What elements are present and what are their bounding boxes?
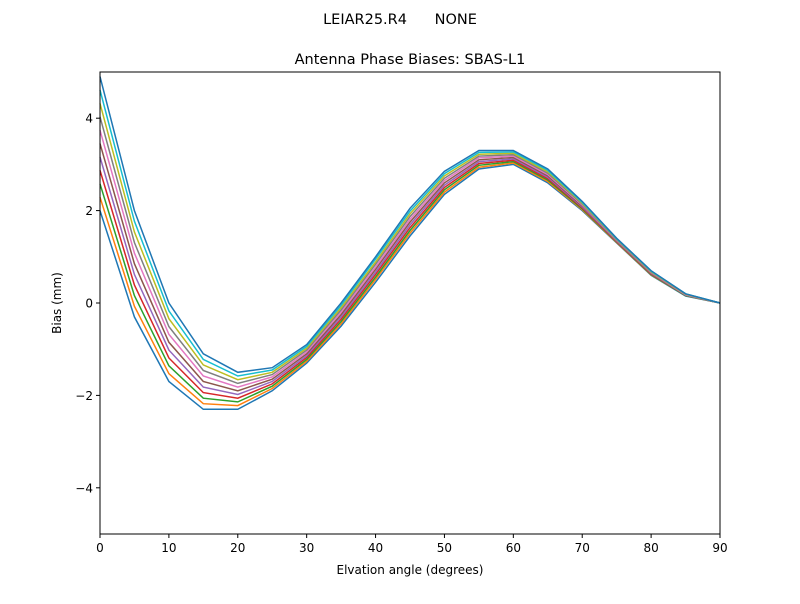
x-tick-label: 0 <box>96 541 104 555</box>
x-tick-label: 80 <box>643 541 658 555</box>
x-tick-label: 90 <box>712 541 727 555</box>
series-line-1 <box>99 163 721 411</box>
y-tick-label: 0 <box>85 297 93 311</box>
x-axis-ticks: 0 10 20 30 40 50 60 70 80 90 <box>96 534 728 555</box>
series-line-6 <box>99 143 721 392</box>
y-tick-label: 2 <box>85 204 93 218</box>
x-tick-label: 60 <box>506 541 521 555</box>
chart-title: Antenna Phase Biases: SBAS-L1 <box>295 52 526 68</box>
chart-suptitle: LEIAR25.R4 NONE <box>323 12 477 28</box>
x-tick-label: 10 <box>161 541 176 555</box>
series-line-5 <box>99 156 721 396</box>
series-line-11 <box>99 76 721 374</box>
x-axis-label: Elvation angle (degrees) <box>337 563 484 577</box>
series-line-3 <box>99 160 721 403</box>
y-tick-label: −2 <box>75 389 93 403</box>
x-tick-label: 50 <box>437 541 452 555</box>
x-tick-label: 40 <box>368 541 383 555</box>
y-tick-label: 4 <box>85 112 93 126</box>
y-tick-label: −4 <box>75 481 93 495</box>
x-tick-label: 20 <box>230 541 245 555</box>
y-axis-ticks: −4 −2 0 2 4 <box>75 112 100 495</box>
series-lines <box>99 76 721 411</box>
series-line-8 <box>99 116 721 385</box>
plot-frame <box>99 71 721 535</box>
y-axis-label: Bias (mm) <box>50 272 64 334</box>
x-tick-label: 70 <box>575 541 590 555</box>
x-tick-label: 30 <box>299 541 314 555</box>
series-line-7 <box>99 129 721 388</box>
